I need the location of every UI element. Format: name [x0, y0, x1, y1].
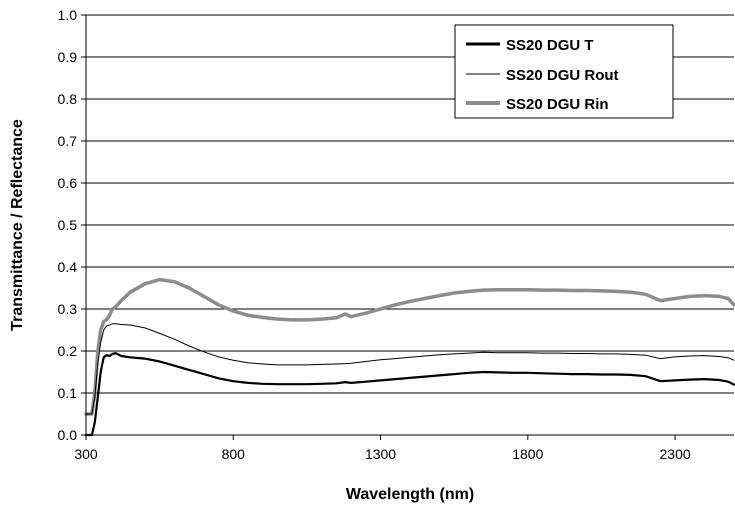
gridlines: [86, 14, 734, 394]
x-tick-label: 1800: [512, 446, 543, 462]
series-lines: [84, 277, 735, 437]
legend-label-t: SS20 DGU T: [506, 37, 594, 54]
series-line-rin: [84, 277, 735, 416]
x-tick-label: 300: [74, 446, 98, 462]
y-tick-label: 0.6: [58, 175, 78, 191]
x-tick-label: 2300: [660, 446, 691, 462]
x-tick-label: 1300: [365, 446, 396, 462]
y-tick-label: 1.0: [58, 7, 78, 23]
y-tick-label: 0.4: [58, 259, 78, 275]
y-tick-label: 0.1: [58, 385, 78, 401]
y-axis-title: Transmittance / Reflectance: [9, 119, 26, 331]
x-tick-label: 800: [222, 446, 246, 462]
legend-label-rin: SS20 DGU Rin: [506, 96, 609, 113]
y-tick-label: 0.8: [58, 91, 78, 107]
y-tick-label: 0.9: [58, 49, 78, 65]
tick-labels: 0.0 0.1 0.2 0.3 0.4 0.5 0.6 0.7 0.8 0.9 1.0 300 800 1…: [58, 7, 691, 462]
y-tick-label: 0.0: [58, 427, 78, 443]
y-tick-label: 0.7: [58, 133, 78, 149]
y-tick-label: 0.2: [58, 343, 78, 359]
axes: [81, 14, 734, 440]
y-tick-label: 0.5: [58, 217, 78, 233]
y-tick-label: 0.3: [58, 301, 78, 317]
series-line-t: [84, 352, 735, 437]
legend: SS20 DGU T SS20 DGU Rout SS20 DGU Rin: [454, 24, 674, 119]
series-line-rout: [85, 323, 735, 415]
x-axis-title: Wavelength (nm): [346, 486, 474, 503]
legend-label-rout: SS20 DGU Rout: [506, 67, 619, 84]
